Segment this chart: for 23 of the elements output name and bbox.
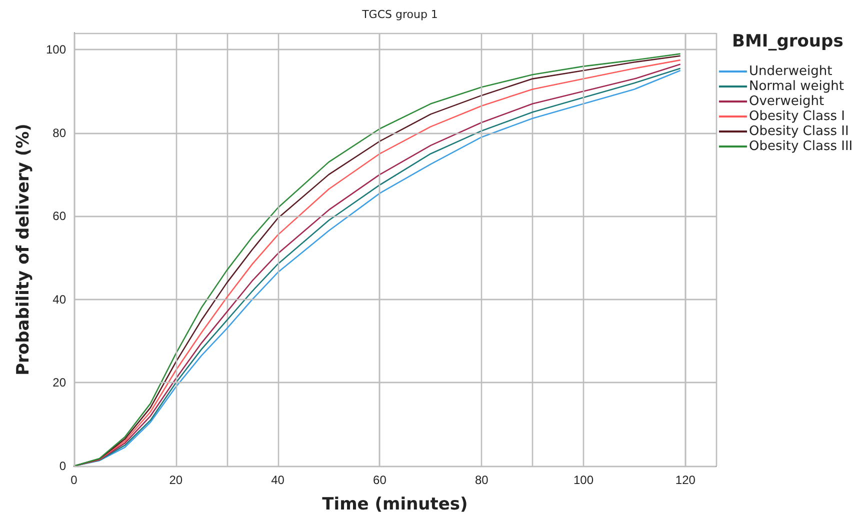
y-tick-label: 40	[52, 292, 66, 306]
x-tick-label: 120	[675, 473, 696, 487]
legend-label: Overweight	[749, 94, 824, 109]
x-tick-label: 0	[70, 473, 78, 487]
legend-label: Obesity Class III	[749, 139, 853, 154]
x-tick-label: 40	[271, 473, 285, 487]
x-tick-label: 20	[169, 473, 183, 487]
legend-label: Obesity Class II	[749, 124, 849, 139]
legend-title: BMI_groups	[732, 32, 844, 52]
legend-label: Normal weight	[749, 79, 844, 94]
x-tick-label: 80	[474, 473, 489, 487]
x-tick-label: 100	[574, 473, 594, 487]
y-tick-label: 60	[52, 209, 66, 224]
x-tick-label: 60	[373, 473, 387, 487]
y-tick-label: 0	[59, 459, 66, 473]
legend-label: Obesity Class I	[749, 109, 845, 124]
y-axis-title: Probability of delivery (%)	[14, 124, 34, 376]
y-tick-label: 20	[52, 376, 66, 390]
x-axis-title: Time (minutes)	[322, 494, 468, 514]
legend-label: Underweight	[749, 64, 832, 79]
y-tick-label: 100	[46, 42, 66, 57]
y-tick-label: 80	[52, 126, 66, 140]
chart-title: TGCS group 1	[361, 8, 438, 21]
